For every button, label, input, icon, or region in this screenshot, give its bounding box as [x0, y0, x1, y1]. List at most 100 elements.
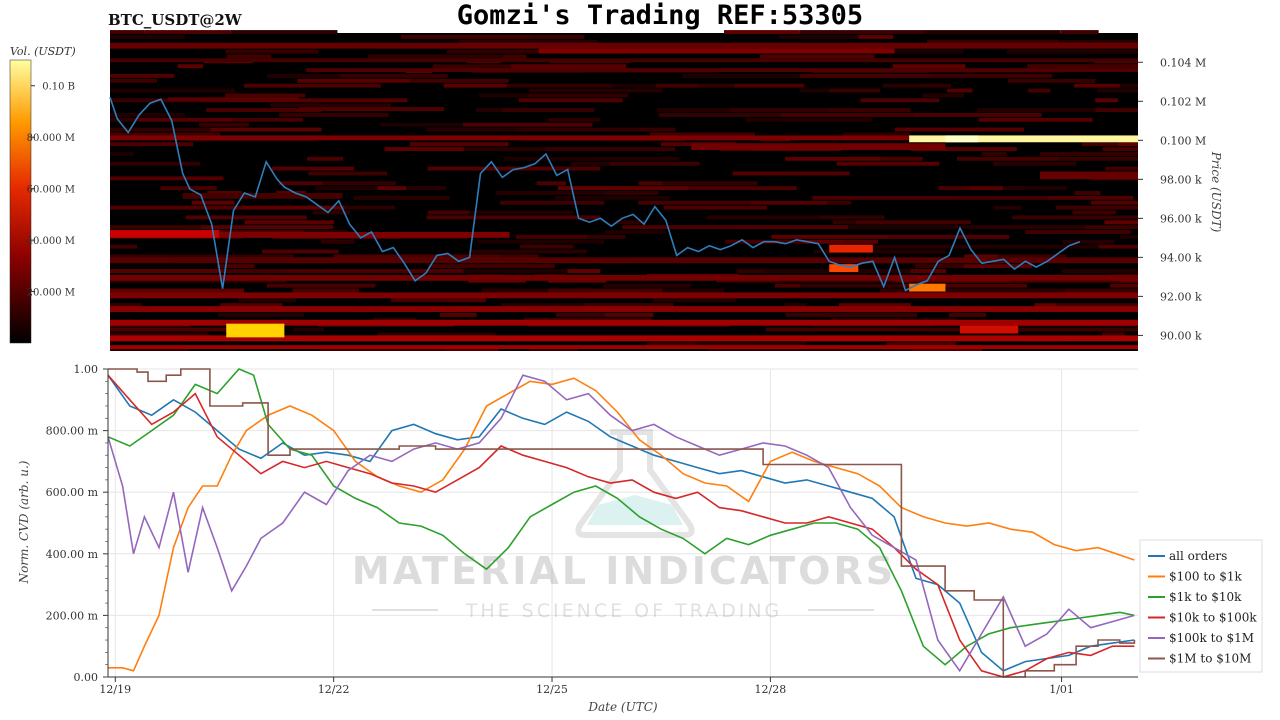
heatmap-cell [529, 88, 663, 93]
heatmap-band [218, 231, 510, 238]
heatmap-cell [1062, 239, 1115, 244]
heatmap-cell [780, 112, 913, 117]
heatmap-band [110, 345, 1138, 350]
heatmap-cell [395, 269, 464, 273]
heatmap-cell [609, 161, 700, 166]
watermark: MATERIAL INDICATORS THE SCIENCE OF TRADI… [352, 429, 896, 622]
heatmap-cell [377, 186, 407, 191]
heatmap-cell [237, 298, 296, 303]
heatmap-cell [706, 215, 819, 220]
heatmap-band [960, 325, 1019, 334]
heatmap-cell [206, 108, 322, 113]
heatmap-cell [110, 112, 186, 117]
heatmap-cell [477, 239, 605, 244]
heatmap-cell [506, 83, 613, 88]
heatmap-cell [297, 78, 411, 83]
heatmap-cell [410, 78, 509, 83]
heatmap-band [829, 244, 873, 253]
cvd-series-usd100_1k [108, 377, 1135, 672]
heatmap-band [110, 257, 1138, 264]
heatmap-cell [838, 303, 911, 308]
heatmap-cell [771, 234, 889, 239]
price-tick-label: 0.100 M [1160, 134, 1206, 147]
heatmap-cell [828, 88, 881, 93]
heatmap-cell [440, 312, 477, 317]
heatmap-band [909, 283, 946, 292]
heatmap-bands [110, 42, 1138, 350]
heatmap-cell [463, 147, 545, 152]
heatmap-cell [1095, 98, 1118, 103]
heatmap-cell [432, 64, 512, 69]
price-tick-label: 94.00 k [1160, 251, 1202, 264]
heatmap-band [110, 335, 1138, 342]
heatmap-cell [910, 269, 947, 273]
heatmap-cell [812, 195, 866, 200]
heatmap-cell [406, 186, 447, 191]
heatmap-cell [1081, 142, 1118, 147]
heatmap-band [110, 230, 219, 238]
heatmap-cell [548, 288, 663, 293]
heatmap-cell [827, 200, 852, 205]
heatmap-cell [426, 127, 519, 132]
heatmap-cell [963, 264, 1033, 269]
heatmap-cell [750, 200, 828, 205]
heatmap-cell [537, 39, 598, 44]
cvd-y-tick-label: 200.00 m [46, 609, 99, 622]
heatmap-cell [682, 73, 800, 78]
heatmap-cell [1047, 195, 1134, 200]
colorbar-tick-label: 0.10 B [42, 82, 75, 93]
heatmap-cell [745, 117, 873, 122]
heatmap-cell [647, 342, 697, 347]
heatmap-cell [845, 239, 879, 244]
heatmap-cell [110, 176, 224, 181]
heatmap-cell [110, 34, 185, 39]
heatmap-cell [333, 254, 391, 259]
flask-icon [575, 429, 695, 538]
heatmap-cell [306, 156, 344, 161]
price-tick-label: 0.102 M [1160, 95, 1206, 108]
heatmap-cell [198, 122, 249, 127]
heatmap-cell [110, 303, 142, 308]
heatmap-cell [292, 327, 324, 332]
heatmap-cell [1119, 83, 1138, 88]
heatmap-cell [379, 122, 464, 127]
heatmap-cell [1117, 142, 1138, 147]
watermark-main: MATERIAL INDICATORS [352, 549, 896, 593]
heatmap-cell [1060, 30, 1099, 34]
cvd-x-tick-label: 12/22 [318, 683, 350, 696]
heatmap-cell [760, 54, 875, 59]
legend: all orders $100 to $1k $1k to $10k $10k to … [1139, 539, 1263, 673]
heatmap-cell [662, 288, 725, 293]
heatmap-cell [638, 181, 663, 186]
cvd-series-usd10k_100k [107, 374, 1135, 678]
heatmap-cell [976, 225, 1086, 230]
legend-label: $100 to $1k [1169, 570, 1242, 584]
heatmap-cell [463, 269, 568, 273]
heatmap-cell [504, 156, 597, 161]
heatmap-cell [836, 161, 940, 166]
heatmap-cell [210, 127, 322, 132]
heatmap-cell [880, 156, 923, 161]
heatmap-band [110, 274, 1138, 281]
colorbar-tick-label: 20.000 M [27, 288, 75, 299]
heatmap-cell [910, 147, 1017, 152]
heatmap-cell [110, 127, 211, 132]
heatmap-cell [732, 171, 850, 176]
heatmap-cell [1019, 327, 1138, 332]
heatmap-cell [784, 303, 807, 308]
symbol-label: BTC_USDT@2W [108, 11, 243, 29]
cvd-y-tick-label: 0.00 [74, 671, 99, 684]
heatmap-cell [1065, 288, 1138, 293]
heatmap-cell [447, 298, 486, 303]
legend-box [1139, 539, 1263, 673]
heatmap-cell [799, 88, 829, 93]
heatmap-cell [312, 210, 350, 215]
price-axis-label: Price (USDT) [1209, 151, 1223, 233]
heatmap-cell [832, 220, 856, 225]
price-tick-label: 98.00 k [1160, 173, 1202, 186]
heatmap-cell [1007, 78, 1096, 83]
heatmap-cell [550, 215, 600, 220]
heatmap-cell [1085, 225, 1124, 230]
heatmap-cell [925, 30, 1061, 34]
heatmap-cell [729, 108, 829, 113]
